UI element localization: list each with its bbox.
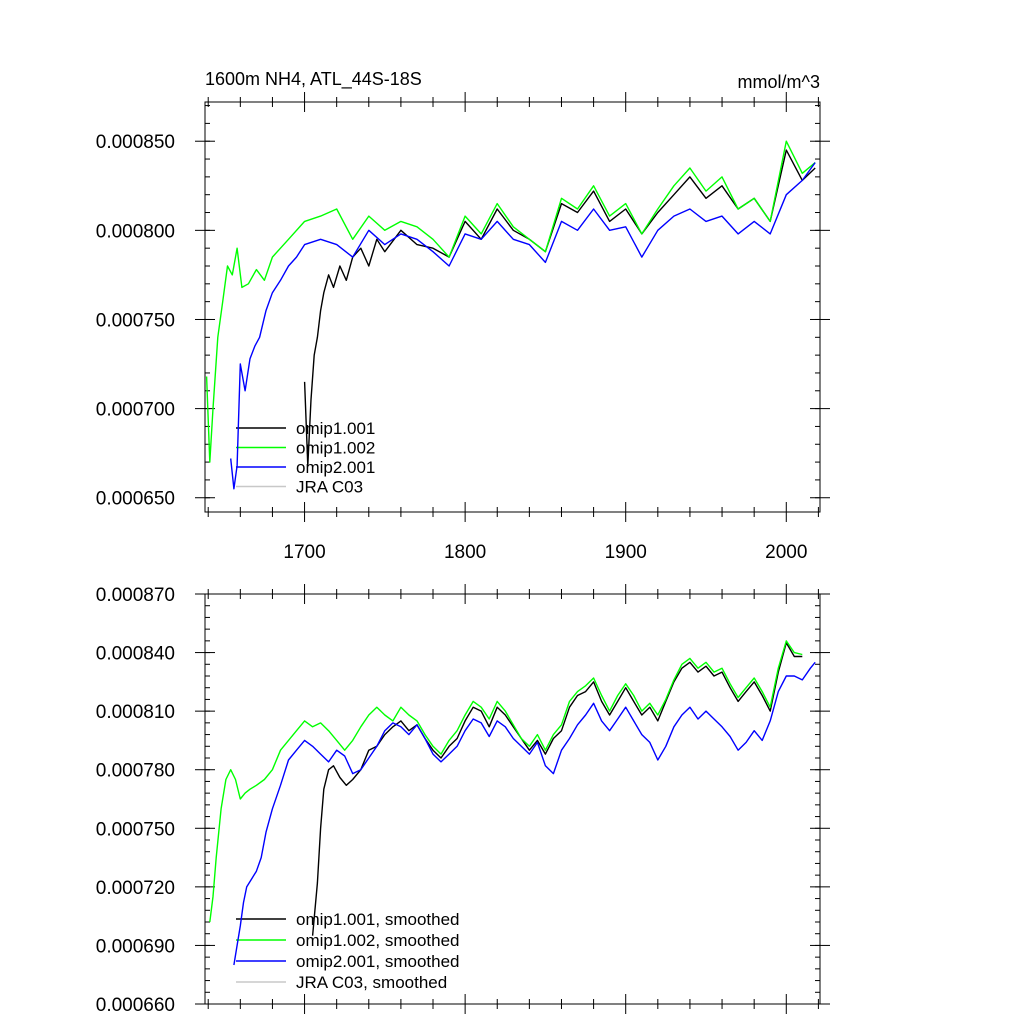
y-tick-label: 0.000700 — [96, 400, 175, 421]
y-tick-label: 0.000810 — [96, 702, 175, 723]
y-tick-label: 0.000650 — [96, 489, 175, 510]
legend-label: omip1.001 — [296, 419, 375, 438]
plot-frame-1 — [204, 101, 821, 513]
chart-title: 1600m NH4, ATL_44S-18S — [205, 69, 422, 90]
legend-label: JRA C03 — [296, 478, 363, 497]
plot-frame-2 — [204, 593, 821, 1005]
legend-label: omip1.001, smoothed — [296, 910, 460, 929]
y-tick-label: 0.000660 — [96, 995, 175, 1016]
series-line-2-2 — [209, 640, 803, 923]
y-tick-label: 0.000800 — [96, 221, 175, 242]
legend-label: omip2.001 — [296, 458, 375, 477]
series-line-1-3 — [230, 162, 816, 490]
x-tick-label: 1700 — [283, 542, 325, 563]
x-tick-label: 2000 — [765, 542, 807, 563]
y-tick-label: 0.000720 — [96, 878, 175, 899]
y-tick-label: 0.000840 — [96, 644, 175, 665]
y-tick-label: 0.000850 — [96, 132, 175, 153]
legend-label: JRA C03, smoothed — [296, 973, 447, 992]
x-tick-label: 1900 — [605, 542, 647, 563]
series-line-1-1 — [303, 149, 816, 467]
y-tick-label: 0.000750 — [96, 819, 175, 840]
y-tick-label: 0.000750 — [96, 310, 175, 331]
legend-label: omip2.001, smoothed — [296, 952, 460, 971]
series-line-2-1 — [311, 642, 803, 936]
y-tick-label: 0.000690 — [96, 936, 175, 957]
series-line-1-2 — [205, 140, 816, 463]
series-line-2-3 — [233, 661, 816, 966]
x-tick-label: 1800 — [444, 542, 486, 563]
y-tick-label: 0.000870 — [96, 585, 175, 606]
legend-label: omip1.002 — [296, 439, 375, 458]
y-tick-label: 0.000780 — [96, 761, 175, 782]
legend-label: omip1.002, smoothed — [296, 931, 460, 950]
unit-label: mmol/m^3 — [738, 72, 820, 92]
